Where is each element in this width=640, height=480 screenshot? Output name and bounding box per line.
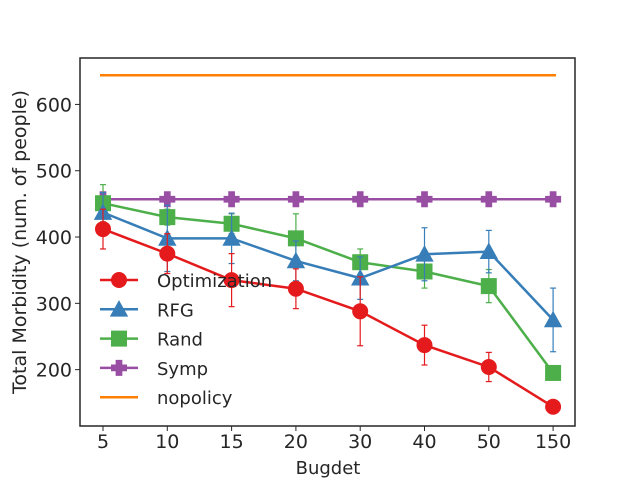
legend-entry-rand: Rand bbox=[100, 330, 203, 351]
legend-label: Optimization bbox=[157, 271, 272, 292]
optimization-point bbox=[159, 245, 176, 262]
symp-point bbox=[223, 191, 240, 208]
x-axis-ticks: 5 10 15 20 30 40 50 150 bbox=[97, 426, 571, 453]
plot-area-frame bbox=[79, 57, 576, 427]
x-tick-label: 150 bbox=[535, 431, 571, 453]
symp-point bbox=[352, 191, 369, 208]
symp-point bbox=[545, 191, 562, 208]
x-tick-label: 30 bbox=[348, 431, 372, 453]
rfg-point bbox=[286, 251, 306, 269]
legend-label: nopolicy bbox=[157, 388, 233, 409]
legend: Optimization RFG Rand Symp nopolicy bbox=[100, 271, 272, 409]
rfg-point bbox=[222, 229, 241, 246]
rand-point bbox=[287, 230, 304, 247]
x-tick-label: 40 bbox=[412, 431, 436, 453]
symp-point bbox=[416, 191, 433, 208]
optimization-point bbox=[416, 337, 433, 354]
x-axis-label: Bugdet bbox=[296, 458, 361, 479]
series-line-optimization bbox=[102, 227, 554, 408]
legend-label: Rand bbox=[157, 330, 203, 351]
legend-rfg-point bbox=[109, 300, 129, 317]
legend-entry-symp: Symp bbox=[100, 359, 208, 380]
y-axis-ticks: 200 300 400 500 600 bbox=[36, 94, 80, 382]
rfg-point bbox=[543, 310, 563, 328]
y-tick-label: 600 bbox=[36, 94, 72, 116]
x-tick-label: 15 bbox=[220, 431, 244, 453]
y-tick-label: 200 bbox=[36, 360, 72, 382]
optimization-point bbox=[480, 358, 497, 375]
optimization-point bbox=[545, 398, 562, 415]
x-tick-label: 5 bbox=[97, 431, 109, 453]
legend-entry-rfg: RFG bbox=[100, 300, 194, 321]
y-axis-label: Total Morbidity (num. of people) bbox=[9, 90, 31, 395]
series-layer bbox=[93, 73, 563, 415]
series-optimization bbox=[95, 208, 562, 415]
optimization-point bbox=[223, 272, 240, 289]
x-tick-label: 10 bbox=[155, 431, 179, 453]
symp-point bbox=[287, 191, 304, 208]
y-tick-label: 500 bbox=[36, 161, 72, 183]
symp-point bbox=[480, 191, 497, 208]
legend-rand-point bbox=[111, 330, 127, 347]
legend-symp-point bbox=[111, 359, 127, 376]
legend-optimization-point bbox=[111, 272, 127, 288]
series-line-rand bbox=[102, 201, 555, 374]
legend-label: Symp bbox=[157, 359, 208, 380]
y-tick-label: 400 bbox=[36, 227, 72, 249]
y-tick-label: 300 bbox=[36, 293, 72, 315]
legend-entry-nopolicy: nopolicy bbox=[100, 388, 233, 409]
x-tick-label: 20 bbox=[284, 431, 308, 453]
optimization-point bbox=[287, 280, 304, 297]
series-line-rfg bbox=[102, 211, 555, 321]
rand-point bbox=[480, 278, 497, 295]
series-rfg bbox=[93, 192, 563, 353]
x-tick-label: 50 bbox=[477, 431, 501, 453]
symp-point bbox=[159, 191, 176, 208]
optimization-point bbox=[352, 303, 369, 320]
legend-entry-optimization: Optimization bbox=[100, 271, 272, 292]
rfg-point bbox=[479, 242, 498, 259]
legend-label: RFG bbox=[157, 300, 194, 321]
rfg-point bbox=[415, 245, 434, 262]
optimization-point bbox=[95, 221, 111, 238]
rand-point bbox=[545, 364, 562, 381]
